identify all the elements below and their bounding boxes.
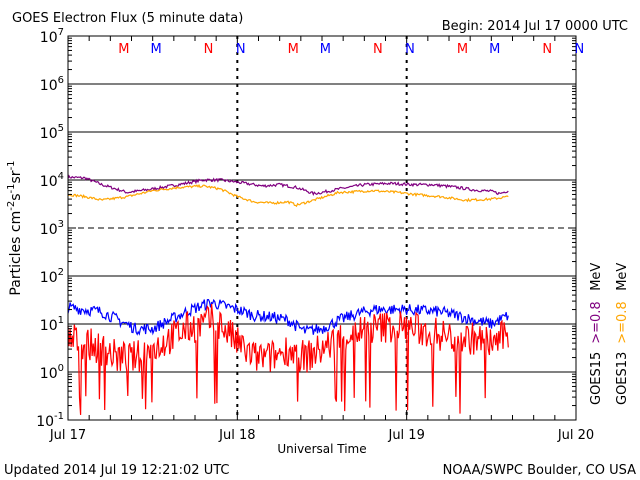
x-tick-label: Jul 19	[387, 428, 424, 443]
orbit-marker: N	[373, 42, 383, 57]
y-axis-ticks: 107 106 105 104 103 102 101 100 10-1	[36, 27, 576, 430]
orbit-marker: M	[150, 42, 161, 57]
agency-credit: NOAA/SWPC Boulder, CO USA	[443, 463, 636, 478]
x-axis-ticks: Jul 17 Jul 18 Jul 19 Jul 20	[49, 36, 594, 443]
right-legend-label: >=0.8	[615, 301, 630, 343]
y-tick-label: 10-1	[36, 411, 64, 430]
y-tick-label: 105	[40, 123, 64, 142]
series-line-3	[67, 298, 509, 336]
right-legend-label: >=0.8	[589, 301, 604, 343]
begin-time-label: Begin: 2014 Jul 17 0000 UTC	[442, 19, 628, 34]
svg-text:Particles cm-2s-1sr-1: Particles cm-2s-1sr-1	[6, 160, 24, 295]
y-tick-label: 101	[40, 315, 64, 334]
x-tick-label: Jul 20	[557, 428, 594, 443]
chart-title: GOES Electron Flux (5 minute data)	[12, 11, 243, 26]
series-line-2	[67, 183, 509, 208]
right-legend-label: GOES13	[615, 352, 630, 405]
orbit-marker: M	[489, 42, 500, 57]
orbit-marker: M	[457, 42, 468, 57]
y-tick-label: 104	[40, 171, 64, 190]
x-tick-label: Jul 18	[218, 428, 255, 443]
right-legend-label: MeV	[589, 263, 604, 291]
orbit-marker: M	[288, 42, 299, 57]
right-legend: GOES15 >=0.8 MeV GOES13 >=0.8 MeV	[589, 263, 630, 405]
orbit-marker: N	[542, 42, 552, 57]
y-tick-label: 103	[40, 219, 64, 238]
right-legend-label: MeV	[615, 263, 630, 291]
orbit-marker: M	[118, 42, 129, 57]
orbit-marker: N	[236, 42, 246, 57]
y-tick-label: 102	[40, 267, 64, 286]
x-axis-label: Universal Time	[277, 442, 366, 456]
y-tick-label: 100	[40, 363, 64, 382]
orbit-marker: N	[405, 42, 415, 57]
updated-timestamp: Updated 2014 Jul 19 12:21:02 UTC	[4, 463, 229, 478]
y-tick-label: 107	[40, 27, 64, 46]
orbit-marker: N	[204, 42, 214, 57]
y-tick-label: 106	[40, 75, 64, 94]
series-line-4	[67, 303, 509, 415]
plot-grid	[68, 36, 576, 420]
series-layer	[67, 174, 509, 415]
y-axis-label: Particles cm-2s-1sr-1	[6, 160, 24, 295]
series-line-1	[67, 174, 509, 197]
orbit-marker: M	[320, 42, 331, 57]
x-tick-label: Jul 17	[49, 428, 86, 443]
orbit-marker: N	[575, 42, 585, 57]
right-legend-label: GOES15	[589, 352, 604, 405]
